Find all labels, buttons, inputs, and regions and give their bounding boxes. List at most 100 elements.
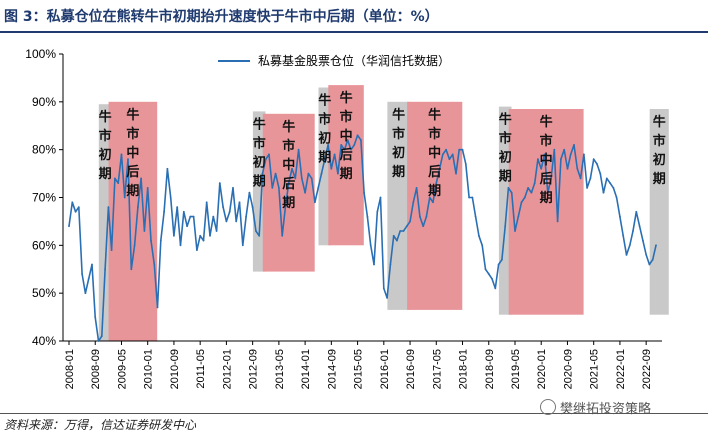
- data-point: [94, 316, 97, 318]
- data-point: [189, 215, 192, 218]
- series-layer: [68, 134, 657, 342]
- data-point: [461, 148, 464, 151]
- data-point: [146, 187, 149, 189]
- data-point: [117, 182, 120, 185]
- data-point: [100, 335, 103, 338]
- data-point: [602, 191, 605, 194]
- data-point: [137, 206, 139, 209]
- chart-title: 图 3：私募仓位在熊转牛市初期抬升速度快于牛市中后期（单位：%）: [4, 9, 439, 25]
- data-point: [232, 187, 234, 189]
- x-tick-label: 2009-05: [116, 349, 128, 389]
- data-point: [373, 263, 375, 266]
- chart-legend: 私募基金股票仓位（华润信托数据）: [218, 53, 450, 68]
- data-point: [140, 177, 143, 180]
- phase-band-early: [318, 87, 332, 246]
- data-point: [425, 215, 428, 218]
- phase-label-char: 市: [318, 112, 331, 128]
- phase-label-char: 期: [318, 151, 331, 166]
- data-point: [350, 148, 352, 151]
- data-point: [186, 225, 189, 228]
- data-point: [278, 187, 280, 189]
- data-point: [104, 268, 106, 271]
- data-point: [123, 196, 126, 199]
- data-point: [114, 177, 116, 180]
- data-point: [163, 210, 166, 213]
- data-point: [271, 187, 274, 189]
- data-point: [645, 254, 648, 256]
- data-point: [110, 249, 113, 252]
- x-tick-label: 2015-05: [353, 349, 365, 389]
- data-point: [625, 254, 628, 256]
- phase-label-char: 市: [392, 126, 405, 142]
- data-point: [478, 234, 480, 237]
- phase-label-char: 中: [428, 145, 441, 161]
- data-point: [159, 239, 162, 242]
- data-point: [317, 187, 320, 189]
- x-tick-label: 2008-09: [90, 349, 102, 389]
- data-point: [605, 177, 608, 180]
- data-point: [382, 287, 385, 290]
- data-point: [458, 148, 461, 151]
- data-point: [314, 201, 316, 204]
- data-point: [422, 225, 425, 228]
- data-point: [615, 196, 618, 199]
- data-point: [655, 244, 657, 247]
- data-point: [638, 225, 641, 228]
- phase-label-char: 中: [282, 157, 295, 173]
- y-tick-label: 90%: [32, 95, 56, 109]
- phase-label: 牛市中后期: [282, 119, 295, 211]
- data-point: [441, 153, 444, 156]
- x-tick-label: 2014-01: [300, 349, 312, 389]
- data-point: [566, 167, 569, 170]
- phase-label-char: 牛: [99, 109, 112, 125]
- data-point: [153, 263, 156, 266]
- data-point: [533, 182, 536, 185]
- source-note: 资料来源：万得，信达证券研发中心: [4, 418, 197, 432]
- phase-label: 牛市初期: [499, 112, 512, 185]
- phase-label-char: 市: [653, 133, 666, 149]
- data-point: [563, 148, 566, 151]
- chart-axes: 40% 50% 60% 70% 80% 90% 100% 2008-01 2008-09 2009…: [25, 47, 662, 389]
- data-point: [481, 244, 484, 247]
- watermark-text: 樊继拓投资策略: [560, 402, 652, 417]
- data-point: [143, 230, 146, 232]
- data-point: [530, 191, 533, 194]
- data-point: [569, 153, 572, 156]
- data-point: [77, 206, 80, 209]
- data-point: [468, 196, 470, 199]
- data-point: [71, 201, 74, 204]
- data-point: [504, 225, 507, 228]
- data-point: [274, 172, 277, 175]
- phase-band-late: [407, 101, 463, 310]
- data-point: [628, 244, 631, 247]
- data-point: [330, 167, 333, 170]
- data-point: [196, 249, 198, 252]
- data-point: [379, 196, 382, 199]
- data-point: [176, 206, 179, 209]
- x-tick-label: 2020-01: [536, 349, 548, 389]
- data-point: [474, 215, 477, 218]
- y-tick-label: 40%: [32, 334, 56, 348]
- data-point: [376, 210, 379, 213]
- phase-label: 牛市初期: [392, 107, 405, 180]
- phase-label: 牛市初期: [99, 109, 112, 182]
- data-point: [294, 177, 297, 180]
- data-point: [192, 215, 195, 218]
- data-point: [579, 177, 582, 180]
- data-point: [363, 191, 365, 194]
- x-tick-label: 2010-09: [169, 349, 181, 389]
- x-tick-label: 2022-01: [615, 349, 627, 389]
- data-point: [553, 148, 556, 151]
- bull-phase-bands: [98, 85, 669, 341]
- data-point: [435, 182, 438, 185]
- data-point: [438, 167, 441, 170]
- data-point: [484, 268, 487, 271]
- phase-band-late: [508, 109, 584, 315]
- source-divider: [0, 413, 708, 414]
- phase-label: 牛市初期: [653, 114, 666, 187]
- phase-label-char: 牛: [126, 107, 139, 123]
- x-tick-label: 2013-05: [274, 349, 286, 389]
- data-point: [523, 196, 526, 199]
- data-point: [304, 191, 306, 194]
- data-point: [451, 153, 454, 156]
